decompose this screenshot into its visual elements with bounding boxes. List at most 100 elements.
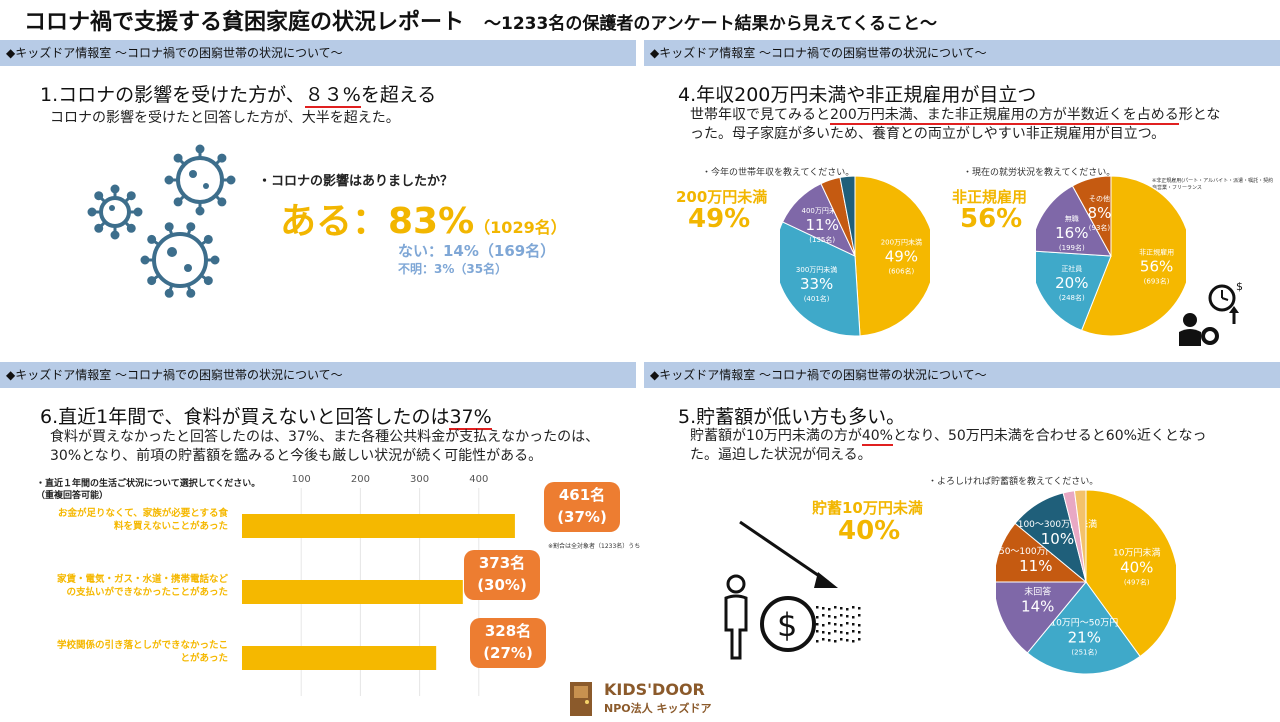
section-band-4: ◆キッズドア情報室 ～コロナ禍での困窮世帯の状況について～ bbox=[644, 40, 1280, 66]
panel1-body: コロナの影響を受けたと回答した方が、大半を超えた。 bbox=[50, 110, 400, 126]
savings-slice-pct: 11% bbox=[1019, 557, 1052, 575]
employment-slice-pct: 16% bbox=[1055, 224, 1088, 242]
income-slice bbox=[780, 221, 861, 336]
kidsdoor-logo bbox=[568, 680, 598, 722]
bar bbox=[242, 514, 515, 538]
employment-slice-count: (248名) bbox=[1059, 293, 1085, 302]
employment-big-pct: 56% bbox=[960, 204, 1023, 234]
income-slice bbox=[854, 176, 930, 336]
employment-note: ※非正規雇用(パート・アルバイト・派遣・嘱託・契約 自営業・フリーランス bbox=[1152, 178, 1274, 191]
employment-slice-pct: 56% bbox=[1140, 258, 1173, 276]
employment-slice-count: (93名) bbox=[1089, 223, 1111, 232]
virus-icon bbox=[87, 144, 236, 298]
bar-chart-note: ※割合は全対象者（1233名）うち bbox=[548, 543, 641, 550]
employment-slice-name: 正社員 bbox=[1061, 264, 1082, 273]
x-tick-label: 100 bbox=[292, 474, 311, 485]
falling-money-icon: $ bbox=[724, 520, 861, 660]
employment-slice bbox=[1080, 176, 1186, 336]
savings-slice-pct: 14% bbox=[1021, 598, 1054, 616]
panel1-yes: ある：83%（1029名） bbox=[280, 201, 567, 242]
bar-data-label: 461名 (37%) bbox=[544, 482, 620, 532]
bar bbox=[242, 580, 463, 604]
section-band-5: ◆キッズドア情報室 ～コロナ禍での困窮世帯の状況について～ bbox=[644, 362, 1280, 388]
employment-slice-pct: 8% bbox=[1088, 204, 1112, 222]
employment-slice-count: (693名) bbox=[1144, 277, 1170, 286]
bar-count-label: 373名 bbox=[478, 554, 526, 572]
savings-big-pct: 40% bbox=[838, 516, 901, 546]
worker-clock-icon: $ bbox=[1179, 280, 1243, 346]
bar-count-label: 328名 bbox=[484, 622, 532, 640]
savings-slice-pct: 10% bbox=[1041, 530, 1074, 548]
x-tick-label: 300 bbox=[410, 474, 429, 485]
employment-slice bbox=[1036, 185, 1112, 257]
bar-chart: 100 200 300 400 お金が足りなくて、家族が必要とする食料を買えないことがあ… bbox=[57, 474, 515, 696]
logo-org: NPO法人 キッズドア bbox=[604, 702, 712, 715]
bar-category-label: の支払いができなかったことがあった bbox=[66, 586, 228, 598]
bar bbox=[242, 646, 437, 670]
savings-slice-name: 10万円～50万円 bbox=[1050, 617, 1118, 628]
door-icon bbox=[570, 682, 592, 716]
panel6-heading: 6.直近1年間で、食料が買えないと回答したのは37% bbox=[40, 406, 492, 430]
logo-text: KIDS'DOOR bbox=[604, 680, 705, 699]
bar-count-label: 461名 bbox=[558, 486, 606, 504]
title-subtitle: ～1233名の保護者のアンケート結果から見えてくること～ bbox=[484, 14, 937, 34]
x-tick-label: 200 bbox=[351, 474, 370, 485]
title-main: コロナ禍で支援する貧困家庭の状況レポート bbox=[24, 10, 465, 35]
employment-slice bbox=[1071, 176, 1112, 257]
savings-slice-count: (251名) bbox=[1071, 647, 1097, 656]
employment-slice-count: (199名) bbox=[1059, 243, 1085, 252]
savings-pie: 10万円未満40%(497名)10万円～50万円21%(251名)未回答14%5… bbox=[996, 489, 1176, 675]
svg-text:$: $ bbox=[777, 606, 797, 644]
employment-slice-name: その他 bbox=[1089, 194, 1110, 203]
income-slice-count: (135名) bbox=[809, 235, 835, 244]
panel1-no: ない：14%（169名） bbox=[398, 242, 556, 260]
income-slice-name: 300万円未満 bbox=[796, 265, 837, 274]
savings-question: ・よろしければ貯蓄額を教えてください。 bbox=[928, 477, 1099, 487]
income-slice-count: (606名) bbox=[888, 267, 914, 276]
panel6-body: 食料が買えなかったと回答したのは、37%、また各種公共料金が支払えなかったのは、… bbox=[50, 429, 600, 464]
savings-slice-pct: 21% bbox=[1068, 628, 1101, 646]
panel5-body: 貯蓄額が10万円未満の方が40%となり、50万円未満を合わせると60%近くとなっ… bbox=[690, 428, 1207, 463]
panel1-highlight: ８３% bbox=[304, 84, 361, 108]
savings-slice-pct: 40% bbox=[1120, 559, 1153, 577]
employment-slice-name: 無職 bbox=[1065, 214, 1079, 223]
page-title: コロナ禍で支援する貧困家庭の状況レポート ～1233名の保護者のアンケート結果から… bbox=[24, 4, 937, 36]
panel1-unknown: 不明：3%（35名） bbox=[398, 262, 508, 276]
section-band-6: ◆キッズドア情報室 ～コロナ禍での困窮世帯の状況について～ bbox=[0, 362, 636, 388]
panel6-highlight: 37% bbox=[449, 406, 492, 430]
bar-chart-question: ・直近１年間の生活ご状況について選択してください。 （重複回答可能） bbox=[36, 479, 261, 501]
income-slice-name: 200万円未満 bbox=[881, 238, 922, 247]
savings-slice bbox=[996, 581, 1088, 654]
panel5-heading: 5.貯蓄額が低い方も多い。 bbox=[678, 406, 906, 428]
savings-slice bbox=[1026, 581, 1141, 675]
bar-percent-label: (30%) bbox=[477, 576, 527, 594]
svg-text:$: $ bbox=[1236, 280, 1243, 293]
savings-slice bbox=[1085, 489, 1176, 658]
income-slice bbox=[839, 176, 856, 257]
employment-slice bbox=[1036, 250, 1112, 332]
panel1-heading: 1.コロナの影響を受けた方が、８３%を超える bbox=[40, 84, 437, 108]
employment-big-label: 非正規雇用 bbox=[952, 188, 1028, 206]
employment-slice-pct: 20% bbox=[1055, 274, 1088, 292]
panel4-heading: 4.年収200万円未満や非正規雇用が目立つ bbox=[678, 84, 1037, 106]
income-slice-pct: 49% bbox=[885, 248, 918, 266]
savings-slice bbox=[1073, 489, 1087, 583]
income-slice-name: 400万円未満 bbox=[802, 206, 843, 215]
income-big-pct: 49% bbox=[688, 204, 751, 234]
income-slice-pct: 33% bbox=[800, 275, 833, 293]
bar-data-label: 373名 (30%) bbox=[464, 550, 540, 600]
bar-data-label: 328名 (27%) bbox=[470, 618, 546, 668]
savings-big-label: 貯蓄10万円未満 bbox=[812, 499, 923, 517]
savings-slice-name: 未回答 bbox=[1024, 586, 1051, 598]
income-slice-pct: 11% bbox=[806, 216, 839, 234]
x-tick-label: 400 bbox=[469, 474, 488, 485]
bar-category-label: お金が足りなくて、家族が必要とする食 bbox=[58, 507, 228, 519]
bar-percent-label: (37%) bbox=[557, 508, 607, 526]
income-question: ・今年の世帯年収を教えてください。 bbox=[702, 168, 855, 178]
bar-category-label: 学校関係の引き落としができなかったこ bbox=[57, 639, 228, 651]
bar-percent-label: (27%) bbox=[483, 644, 533, 662]
employment-slice-name: 非正規雇用 bbox=[1139, 248, 1174, 257]
savings-slice-name: 10万円未満 bbox=[1113, 547, 1160, 559]
